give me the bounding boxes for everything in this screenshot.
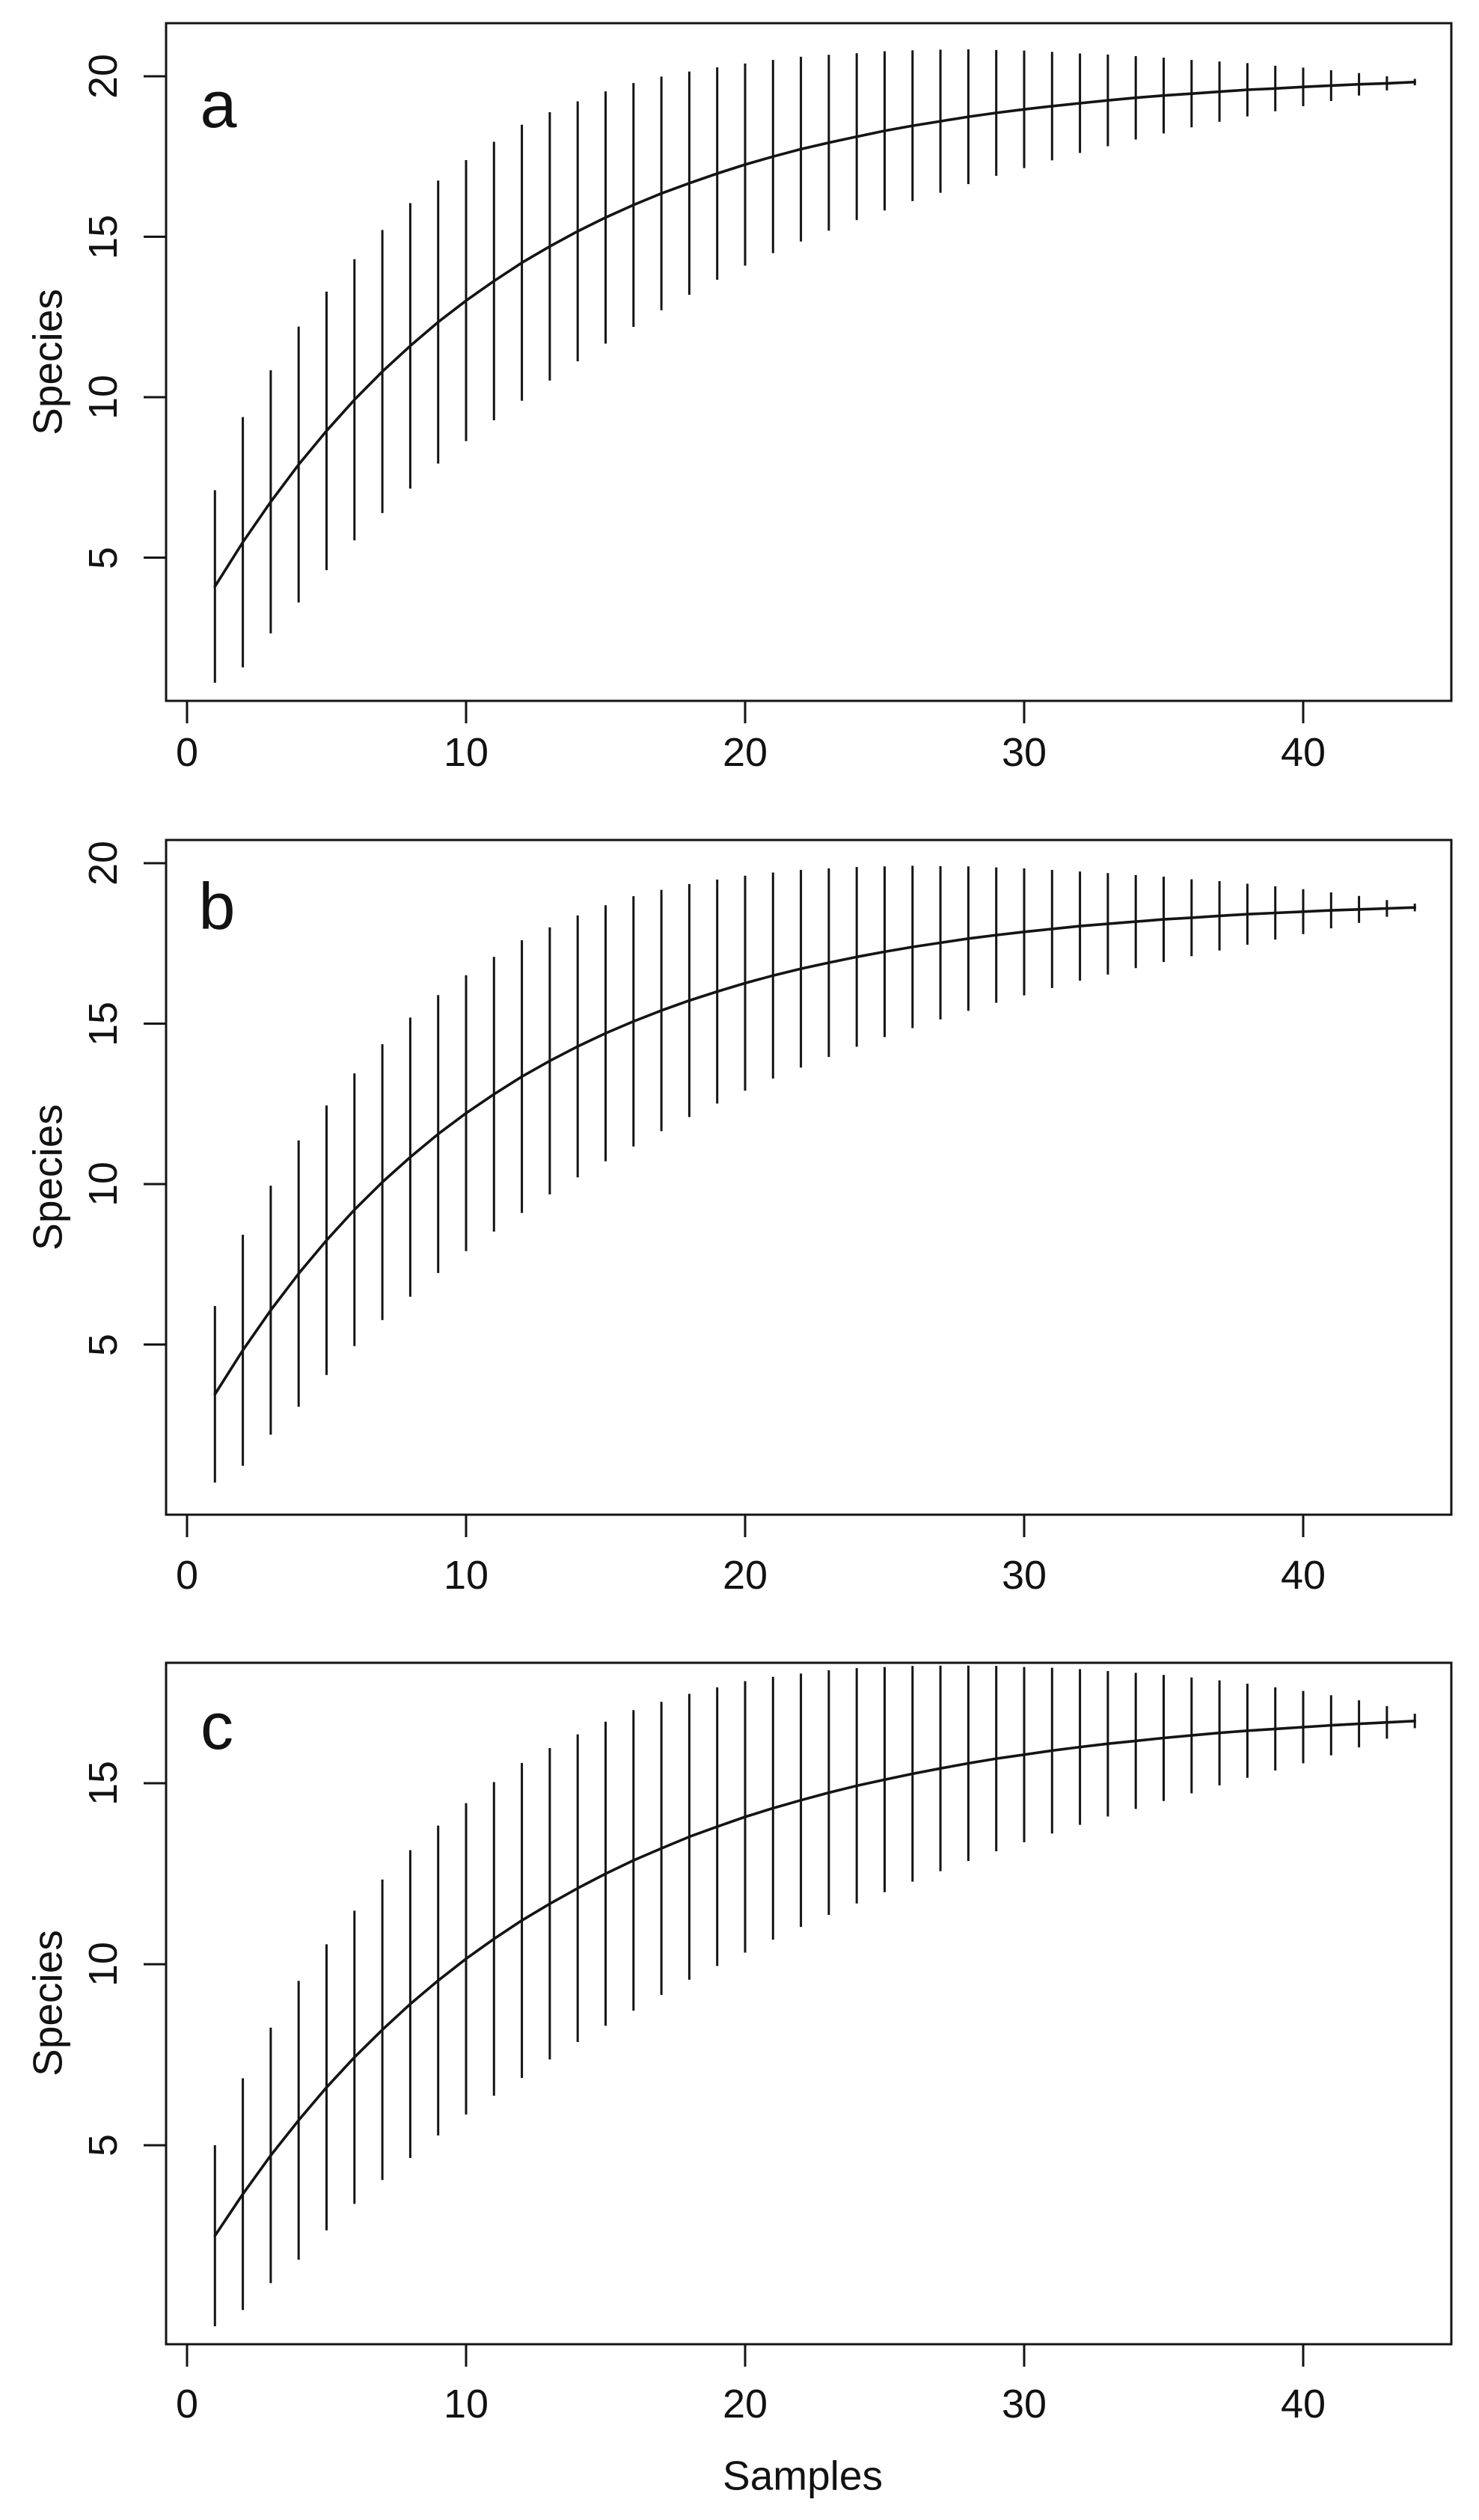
panel-c-box: [165, 1661, 1453, 2346]
panel-a-x-tick-label: 10: [443, 730, 489, 775]
panel-b-y-tick-label: 20: [81, 840, 126, 886]
panel-a-curve: [213, 80, 1416, 588]
panel-a-x-tick-label: 40: [1280, 730, 1326, 775]
panel-b-y-tick-label: 10: [81, 1161, 126, 1207]
panel-b-y-tick-label: 5: [81, 1333, 126, 1356]
panel-c-y-tick-label: 5: [81, 2133, 126, 2157]
panel-a-x-tick-label: 20: [722, 730, 768, 775]
panel-c-y-tick-label: 15: [81, 1760, 126, 1806]
panel-b-error-bars: [213, 865, 1416, 1483]
panel-a-box: [165, 22, 1453, 702]
panel-a-x-tick-label: 0: [175, 730, 199, 775]
panel-c-x-tick-label: 10: [443, 2382, 489, 2427]
panel-b-x-tick-label: 40: [1280, 1553, 1326, 1598]
panel-c: [144, 1661, 1453, 2367]
panel-c-ylabel: Species: [24, 1930, 71, 2076]
panel-b-letter: b: [198, 869, 236, 943]
panel-c-x-tick-label: 30: [1001, 2382, 1047, 2427]
panel-c-x-tick-label: 0: [175, 2382, 199, 2427]
panel-a-y-tick-label: 20: [81, 53, 126, 99]
x-axis-title: Samples: [723, 2452, 883, 2499]
panel-a-y-tick-label: 5: [81, 546, 126, 569]
panel-a-y-tick-label: 15: [81, 214, 126, 260]
panel-a-letter: a: [200, 67, 237, 141]
panel-a-x-tick-label: 30: [1001, 730, 1047, 775]
panel-b-x-tick-label: 30: [1001, 1553, 1047, 1598]
panel-a-error-bars: [213, 49, 1416, 683]
panel-c-y-tick-label: 10: [81, 1941, 126, 1987]
panel-c-letter: c: [200, 1689, 233, 1763]
panel-a-y-tick-label: 10: [81, 374, 126, 420]
panel-a-ylabel: Species: [24, 289, 71, 435]
panel-b-x-tick-label: 20: [722, 1553, 768, 1598]
panel-b: [144, 839, 1453, 1537]
panel-b-x-tick-label: 0: [175, 1553, 199, 1598]
panel-b-x-tick-label: 10: [443, 1553, 489, 1598]
panel-c-error-bars: [213, 1665, 1416, 2326]
panel-b-box: [165, 839, 1453, 1516]
panel-a: [144, 22, 1453, 723]
panel-c-curve: [213, 1720, 1416, 2237]
panel-b-curve: [213, 906, 1416, 1396]
panel-b-ylabel: Species: [24, 1104, 71, 1251]
panel-c-x-tick-label: 20: [722, 2382, 768, 2427]
panel-c-x-tick-label: 40: [1280, 2382, 1326, 2427]
panel-b-y-tick-label: 15: [81, 1001, 126, 1046]
